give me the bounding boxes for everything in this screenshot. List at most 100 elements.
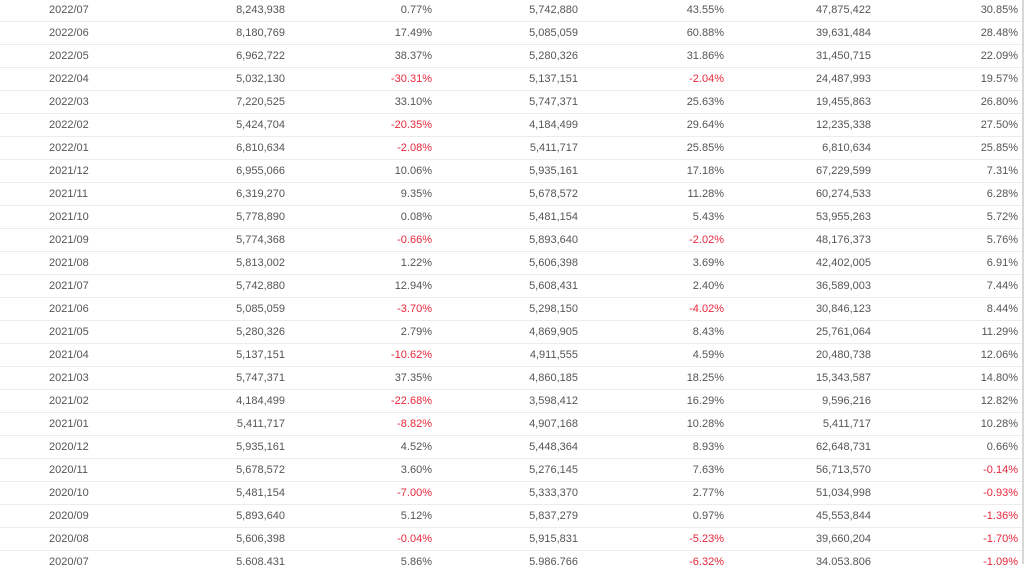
prev-change-cell: 10.28% (582, 412, 728, 437)
cumulative-cell: 15,343,587 (728, 366, 875, 391)
month-cell: 2021/06 (0, 297, 148, 322)
cumulative-cell: 51,034,998 (728, 481, 875, 506)
cumulative-change-cell: 10.28% (875, 412, 1022, 437)
cumulative-change-cell: 11.29% (875, 320, 1022, 345)
table-row: 2021/05 5,280,326 2.79% 4,869,905 8.43% 25,76… (0, 320, 1022, 345)
scrollbar[interactable] (1022, 0, 1024, 564)
table-row: 2021/07 5,742,880 12.94% 5,608,431 2.40% 36,5… (0, 274, 1022, 299)
prev-value-cell: 5,893,640 (436, 228, 582, 253)
cumulative-cell: 34,053,806 (728, 550, 875, 565)
table-row: 2020/08 5,606,398 -0.04% 5,915,831 -5.23% 39,… (0, 527, 1022, 552)
value-cell: 5,481,154 (148, 481, 289, 506)
month-cell: 2021/08 (0, 251, 148, 276)
month-cell: 2022/02 (0, 113, 148, 138)
prev-change-cell: 18.25% (582, 366, 728, 391)
cumulative-change-cell: -0.93% (875, 481, 1022, 506)
table-row: 2022/06 8,180,769 17.49% 5,085,059 60.88% 39,… (0, 21, 1022, 46)
value-cell: 5,778,890 (148, 205, 289, 230)
month-cell: 2021/05 (0, 320, 148, 345)
value-cell: 6,955,066 (148, 159, 289, 184)
change-cell: 37.35% (289, 366, 436, 391)
prev-change-cell: -2.02% (582, 228, 728, 253)
cumulative-cell: 36,589,003 (728, 274, 875, 299)
table-row: 2021/10 5,778,890 0.08% 5,481,154 5.43% 53,95… (0, 205, 1022, 230)
month-cell: 2021/07 (0, 274, 148, 299)
prev-value-cell: 5,837,279 (436, 504, 582, 529)
change-cell: 38.37% (289, 44, 436, 69)
prev-change-cell: 4.59% (582, 343, 728, 368)
cumulative-cell: 56,713,570 (728, 458, 875, 483)
prev-value-cell: 5,085,059 (436, 21, 582, 46)
table-row: 2020/11 5,678,572 3.60% 5,276,145 7.63% 56,71… (0, 458, 1022, 483)
prev-change-cell: 43.55% (582, 0, 728, 23)
value-cell: 5,774,368 (148, 228, 289, 253)
table-row: 2020/07 5,608,431 5.86% 5,986,766 -6.32% 34,0… (0, 550, 1022, 565)
prev-value-cell: 4,860,185 (436, 366, 582, 391)
value-cell: 5,411,717 (148, 412, 289, 437)
value-cell: 5,608,431 (148, 550, 289, 565)
cumulative-cell: 5,411,717 (728, 412, 875, 437)
cumulative-change-cell: 8.44% (875, 297, 1022, 322)
table-row: 2020/10 5,481,154 -7.00% 5,333,370 2.77% 51,0… (0, 481, 1022, 506)
prev-value-cell: 5,986,766 (436, 550, 582, 565)
change-cell: 4.52% (289, 435, 436, 460)
month-cell: 2021/03 (0, 366, 148, 391)
table-row: 2022/07 8,243,938 0.77% 5,742,880 43.55% 47,8… (0, 0, 1022, 23)
prev-value-cell: 5,481,154 (436, 205, 582, 230)
table-row: 2021/09 5,774,368 -0.66% 5,893,640 -2.02% 48,… (0, 228, 1022, 253)
month-cell: 2022/07 (0, 0, 148, 23)
table-row: 2021/11 6,319,270 9.35% 5,678,572 11.28% 60,2… (0, 182, 1022, 207)
change-cell: -30.31% (289, 67, 436, 92)
prev-value-cell: 5,333,370 (436, 481, 582, 506)
prev-value-cell: 5,137,151 (436, 67, 582, 92)
change-cell: 12.94% (289, 274, 436, 299)
prev-change-cell: 25.85% (582, 136, 728, 161)
month-cell: 2020/09 (0, 504, 148, 529)
prev-value-cell: 5,678,572 (436, 182, 582, 207)
value-cell: 5,678,572 (148, 458, 289, 483)
change-cell: 17.49% (289, 21, 436, 46)
cumulative-change-cell: 7.31% (875, 159, 1022, 184)
table-row: 2022/04 5,032,130 -30.31% 5,137,151 -2.04% 24… (0, 67, 1022, 92)
cumulative-change-cell: 30.85% (875, 0, 1022, 23)
value-cell: 7,220,525 (148, 90, 289, 115)
table-row: 2022/03 7,220,525 33.10% 5,747,371 25.63% 19,… (0, 90, 1022, 115)
cumulative-cell: 48,176,373 (728, 228, 875, 253)
prev-value-cell: 5,742,880 (436, 0, 582, 23)
month-cell: 2021/02 (0, 389, 148, 414)
prev-change-cell: -6.32% (582, 550, 728, 565)
prev-value-cell: 5,280,326 (436, 44, 582, 69)
table-row: 2021/12 6,955,066 10.06% 5,935,161 17.18% 67,… (0, 159, 1022, 184)
cumulative-change-cell: -0.14% (875, 458, 1022, 483)
cumulative-change-cell: -1.09% (875, 550, 1022, 565)
table-row: 2020/12 5,935,161 4.52% 5,448,364 8.93% 62,64… (0, 435, 1022, 460)
cumulative-cell: 19,455,863 (728, 90, 875, 115)
month-cell: 2022/03 (0, 90, 148, 115)
prev-value-cell: 5,935,161 (436, 159, 582, 184)
prev-change-cell: 5.43% (582, 205, 728, 230)
value-cell: 5,893,640 (148, 504, 289, 529)
prev-change-cell: 2.40% (582, 274, 728, 299)
table-row: 2021/06 5,085,059 -3.70% 5,298,150 -4.02% 30,… (0, 297, 1022, 322)
change-cell: -10.62% (289, 343, 436, 368)
change-cell: -3.70% (289, 297, 436, 322)
prev-value-cell: 5,915,831 (436, 527, 582, 552)
value-cell: 8,243,938 (148, 0, 289, 23)
table-row: 2020/09 5,893,640 5.12% 5,837,279 0.97% 45,55… (0, 504, 1022, 529)
value-cell: 5,032,130 (148, 67, 289, 92)
cumulative-change-cell: 6.28% (875, 182, 1022, 207)
cumulative-cell: 30,846,123 (728, 297, 875, 322)
cumulative-cell: 24,487,993 (728, 67, 875, 92)
table-row: 2022/01 6,810,634 -2.08% 5,411,717 25.85% 6,8… (0, 136, 1022, 161)
prev-change-cell: 31.86% (582, 44, 728, 69)
change-cell: 0.77% (289, 0, 436, 23)
table-row: 2021/01 5,411,717 -8.82% 4,907,168 10.28% 5,4… (0, 412, 1022, 437)
prev-change-cell: 3.69% (582, 251, 728, 276)
cumulative-change-cell: 14.80% (875, 366, 1022, 391)
prev-value-cell: 5,448,364 (436, 435, 582, 460)
value-cell: 6,962,722 (148, 44, 289, 69)
prev-change-cell: 8.93% (582, 435, 728, 460)
cumulative-cell: 6,810,634 (728, 136, 875, 161)
cumulative-change-cell: 5.76% (875, 228, 1022, 253)
